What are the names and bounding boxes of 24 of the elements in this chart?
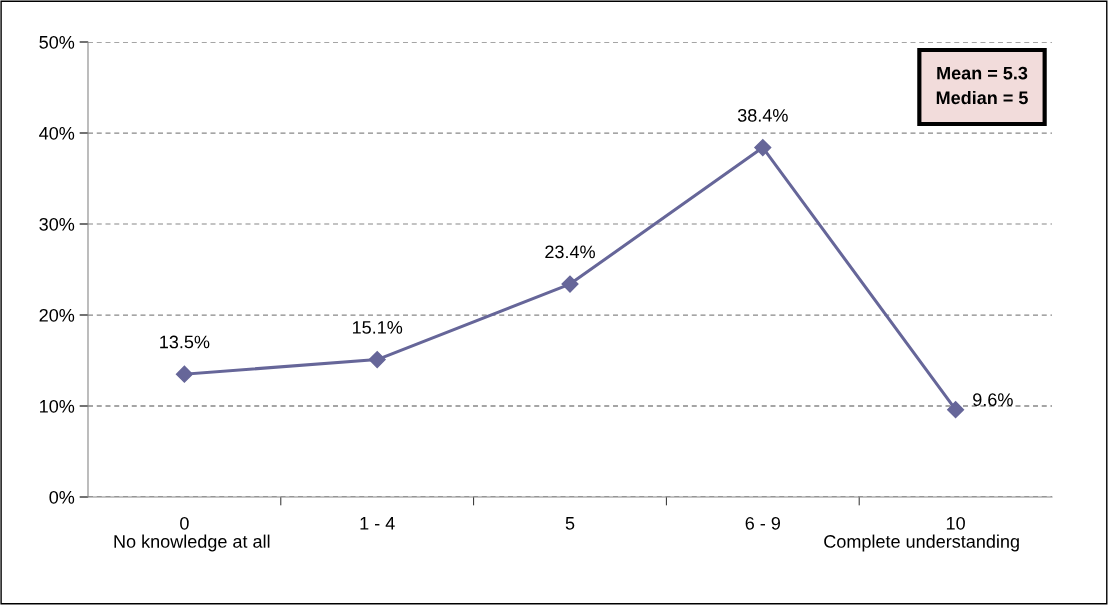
y-tick-label: 40% [39, 126, 75, 140]
point [947, 401, 965, 419]
x-tick-label: 0 [180, 516, 189, 530]
point [368, 351, 386, 369]
annotation: Mean = 5.3 Median = 5 [936, 66, 1028, 105]
y-tick-label: 50% [39, 35, 75, 49]
data-label: 15.1% [352, 321, 403, 334]
y-tick-label: 10% [40, 399, 75, 413]
text: Complete understanding [824, 534, 1019, 552]
point [175, 365, 193, 383]
x-tick-label: 1 - 4 [360, 517, 395, 530]
text: No knowledge at all [114, 534, 270, 552]
y-tick-label: 30% [39, 217, 75, 231]
data-label: 38.4% [737, 108, 788, 122]
x-tick-label: 5 [565, 517, 575, 530]
data-label: 23.4% [545, 245, 595, 259]
point [754, 139, 772, 157]
y-tick-label: 20% [39, 308, 75, 322]
x-tick-label: 10 [946, 516, 965, 530]
y-tick-label: 0% [49, 490, 75, 504]
point [561, 275, 579, 293]
x-tick-label: 6 - 9 [745, 516, 781, 530]
data-label: 9.6% [973, 393, 1013, 407]
data-label: 13.5% [160, 335, 210, 349]
